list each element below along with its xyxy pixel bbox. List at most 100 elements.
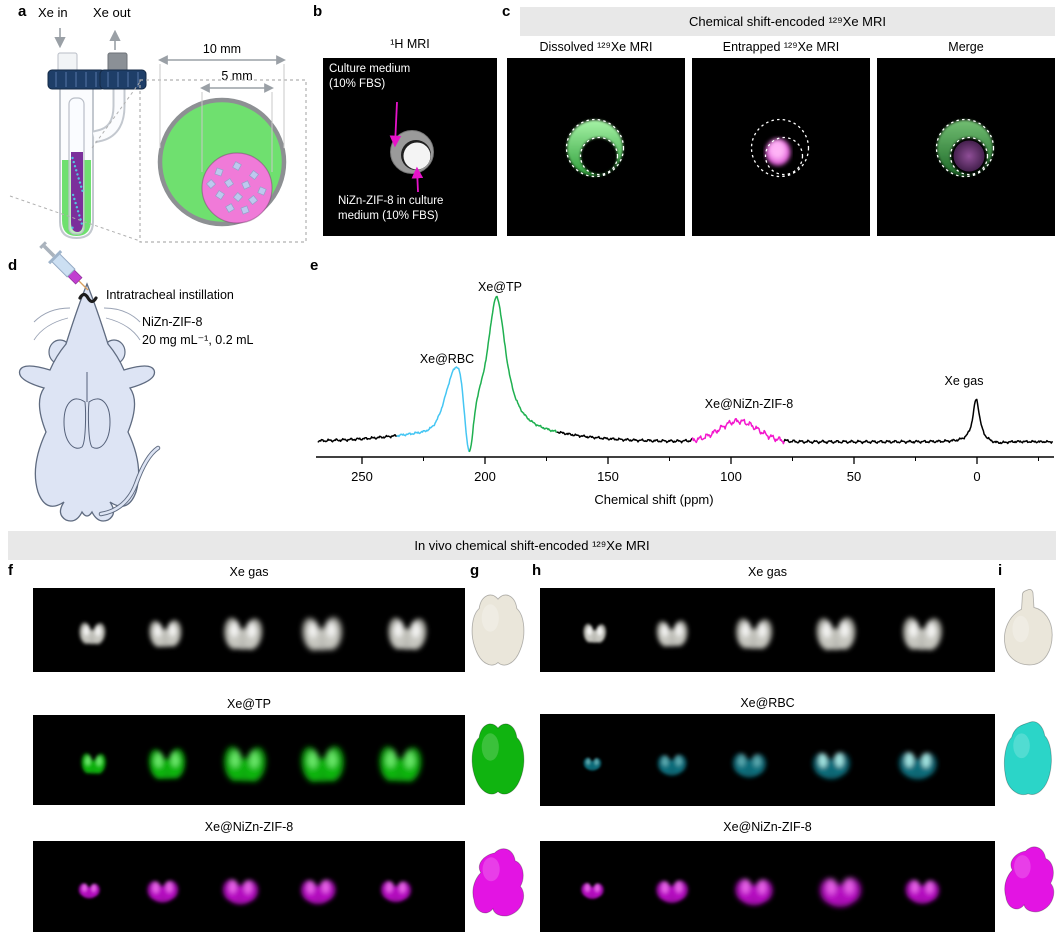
- lung-slice: [223, 617, 263, 651]
- zoom-line-top: [91, 81, 141, 149]
- dissolved-overlay: [565, 118, 625, 178]
- lung-slice: [300, 879, 336, 904]
- mouse-body: [18, 282, 161, 522]
- h-xezif-strip: [540, 841, 995, 932]
- mouse-whiskers: [33, 307, 141, 341]
- panel-h-label: h: [532, 562, 542, 579]
- lung-slice: [301, 745, 345, 783]
- i-render-zif: [1004, 846, 1055, 913]
- render-highlight: [481, 604, 499, 632]
- lung-slice: [81, 753, 106, 774]
- nizn-annotation: NiZn-ZIF-8 in culture medium (10% FBS): [338, 195, 444, 222]
- lung-slice: [735, 878, 773, 906]
- render-highlight: [1012, 615, 1029, 643]
- outer-roi-dashed: [750, 118, 810, 178]
- lung-render-cyan: [1003, 721, 1052, 795]
- g-render-zif: [472, 848, 524, 917]
- dimension-arrows: [158, 55, 286, 93]
- f-row3-title: Xe@NiZn-ZIF-8: [204, 820, 294, 834]
- dimension-guides: [159, 64, 285, 172]
- lung-slice: [819, 877, 862, 907]
- spectrum-trace: [317, 434, 397, 443]
- lung-slice: [581, 882, 604, 899]
- dissolved-image: [507, 58, 685, 236]
- lung-slice: [148, 748, 186, 780]
- lung-slice: [735, 618, 773, 650]
- apparatus-diagram: [9, 28, 307, 243]
- mouse-diagram: [18, 241, 161, 522]
- entrapped-signal: [765, 138, 791, 166]
- zoom-line-bottom: [9, 195, 141, 242]
- outer-roi-dashed: [565, 118, 625, 178]
- f-row2-title: Xe@TP: [227, 697, 271, 711]
- h-xegas-strip: [540, 588, 995, 672]
- f-xetp-strip: [33, 715, 465, 805]
- g-render-tp: [471, 723, 525, 795]
- culture-medium-annotation: Culture medium (10% FBS): [329, 63, 411, 90]
- xe-out-label: Xe out: [93, 5, 131, 20]
- lung-slice: [380, 880, 412, 903]
- nmr-spectrum: 250 200 150 100 50 0: [316, 295, 1054, 484]
- h-row1-title: Xe gas: [748, 565, 787, 579]
- lung-slice: [656, 620, 688, 647]
- dissolved-green-ring: [567, 120, 624, 176]
- lung-slice: [902, 617, 943, 651]
- xe-in-port: [57, 52, 78, 73]
- annotation-arrow-bottom-icon: [411, 166, 424, 193]
- lung-slice: [816, 617, 856, 651]
- spectrum-trace: [468, 295, 557, 453]
- agent-label: NiZn-ZIF-8: [142, 315, 203, 329]
- cse-mri-banner: Chemical shift-encoded ¹²⁹Xe MRI: [520, 7, 1055, 36]
- lung-slice: [898, 751, 937, 780]
- merge-overlay: [935, 118, 995, 178]
- lung-slice: [388, 617, 427, 651]
- lung-slice: [79, 622, 106, 645]
- f-row1-title: Xe gas: [229, 565, 269, 579]
- lung-slice: [583, 757, 602, 771]
- lung-slice: [732, 753, 767, 778]
- x-tick-label: 0: [973, 469, 980, 484]
- x-axis-title: Chemical shift (ppm): [594, 492, 714, 507]
- h1-mri-overlay: [389, 101, 434, 193]
- peak-label-rbc: Xe@RBC: [419, 352, 475, 366]
- panel-g-label: g: [470, 562, 480, 579]
- cap-ridges: [55, 72, 139, 87]
- i-render-rbc: [1003, 721, 1052, 795]
- side-tube-glass: [92, 86, 124, 142]
- crystal-cubes: [205, 161, 267, 215]
- x-tick-label: 200: [474, 469, 496, 484]
- h-row3-title: Xe@NiZn-ZIF-8: [723, 820, 812, 834]
- spectrum-trace: [556, 430, 693, 444]
- x-tick-label: 50: [847, 469, 861, 484]
- render-highlight: [481, 733, 499, 761]
- lung-slice: [223, 746, 267, 783]
- lung-slice: [78, 883, 100, 899]
- mouse-lung-right: [87, 398, 111, 449]
- dissolved-title: Dissolved ¹²⁹Xe MRI: [539, 40, 653, 54]
- invivo-banner: In vivo chemical shift-encoded ¹²⁹Xe MRI: [8, 531, 1056, 560]
- lung-slice: [657, 754, 687, 776]
- panel-b-label: b: [313, 3, 323, 20]
- panel-a-label: a: [18, 3, 27, 20]
- outer-roi-dashed: [935, 118, 995, 178]
- tube-cap-right: [99, 69, 147, 90]
- render-highlight: [1014, 855, 1031, 879]
- entrapped-title: Entrapped ¹²⁹Xe MRI: [722, 40, 840, 54]
- x-tick-label: 100: [720, 469, 742, 484]
- f-xezif-strip: [33, 841, 465, 932]
- syringe-icon: [39, 241, 89, 291]
- lung-render-ivory-trachea: [1004, 589, 1053, 666]
- inner-roi-dashed: [579, 136, 619, 176]
- mouse-lung-left: [63, 398, 87, 449]
- peak-label-gas: Xe gas: [944, 374, 984, 388]
- panel-d-label: d: [8, 257, 18, 274]
- lung-slice: [149, 619, 182, 648]
- lung-render-ivory: [471, 594, 525, 666]
- lung-slice: [656, 880, 689, 903]
- xe-in-label: Xe in: [38, 5, 68, 20]
- f-xegas-strip: [33, 588, 465, 672]
- panel-c-label: c: [502, 3, 511, 20]
- lung-slice: [583, 623, 607, 643]
- suspension-particles: [71, 156, 84, 229]
